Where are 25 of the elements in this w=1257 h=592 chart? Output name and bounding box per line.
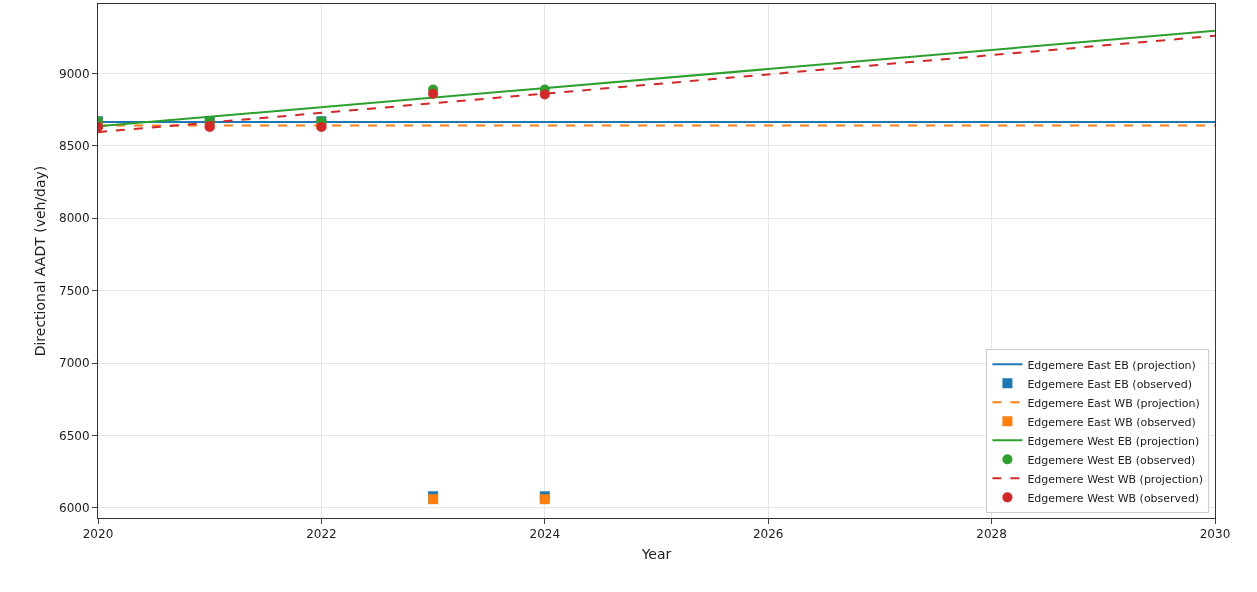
legend-label: Edgemere West WB (projection) bbox=[1027, 472, 1204, 486]
y-tick-label: 7500 bbox=[59, 283, 90, 298]
x-tick-label: 2024 bbox=[529, 527, 561, 542]
y-tick-label: 9000 bbox=[59, 66, 90, 81]
legend-label: Edgemere East EB (projection) bbox=[1027, 358, 1196, 372]
point bbox=[539, 89, 550, 100]
point bbox=[428, 88, 439, 99]
x-tick-label: 2026 bbox=[752, 527, 784, 542]
x-tick-label: 2022 bbox=[306, 527, 337, 542]
x-axis-title: Year bbox=[640, 545, 672, 562]
y-tick-label: 8000 bbox=[59, 211, 90, 226]
legend-label: Edgemere West EB (projection) bbox=[1027, 434, 1200, 448]
x-tick-label: 2030 bbox=[1199, 527, 1231, 542]
legend-label: Edgemere West EB (observed) bbox=[1027, 453, 1196, 467]
y-tick-label: 6000 bbox=[59, 501, 90, 516]
x-tick-label: 2028 bbox=[976, 527, 1007, 542]
x-tick-label: 2020 bbox=[82, 527, 114, 542]
legend-label: Edgemere East WB (projection) bbox=[1027, 396, 1200, 410]
y-tick-label: 8500 bbox=[59, 139, 90, 154]
legend-label: Edgemere East WB (observed) bbox=[1027, 415, 1196, 429]
y-axis-title: Directional AADT (veh/day) bbox=[31, 165, 48, 357]
legend-label: Edgemere West WB (observed) bbox=[1027, 491, 1200, 505]
legend-label: Edgemere East EB (observed) bbox=[1027, 377, 1192, 391]
y-tick-label: 7000 bbox=[59, 356, 90, 371]
y-tick-label: 6500 bbox=[59, 428, 90, 443]
